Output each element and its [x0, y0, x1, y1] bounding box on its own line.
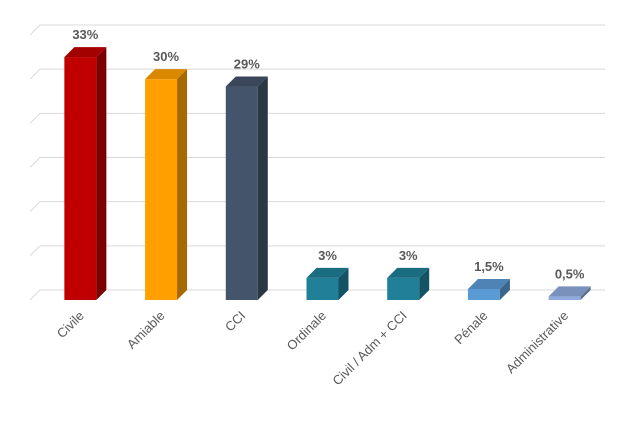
bar-top: [387, 267, 430, 278]
bar: [467, 278, 510, 300]
bar: [548, 286, 591, 300]
bar-top: [64, 47, 107, 58]
x-tick-label: Civil / Adm + CCI: [329, 308, 409, 388]
grid-depth: [29, 24, 41, 36]
bar-side: [257, 76, 268, 301]
bar: [145, 69, 188, 301]
bar-front: [145, 79, 178, 301]
bar-top: [467, 278, 510, 289]
bar-top: [306, 267, 349, 278]
grid-depth: [29, 245, 41, 257]
bar-front: [306, 277, 339, 300]
value-label: 33%: [72, 27, 98, 42]
bar-top: [548, 286, 591, 297]
value-label: 3%: [318, 248, 337, 263]
bar-side: [177, 69, 188, 301]
value-label: 1,5%: [474, 259, 504, 274]
bar-top: [145, 69, 188, 80]
x-tick-label: CCI: [222, 308, 248, 334]
x-tick-label: Amiable: [124, 308, 168, 352]
bar-side: [96, 47, 107, 301]
value-label: 29%: [234, 57, 260, 72]
bar-side: [580, 286, 591, 300]
value-label: 0,5%: [555, 266, 585, 281]
value-label: 3%: [399, 248, 418, 263]
x-tick-label: Civile: [54, 308, 87, 341]
bar-side: [499, 278, 510, 300]
bar: [225, 76, 268, 301]
bar-front: [64, 57, 97, 301]
bar-front: [548, 296, 581, 300]
bar: [64, 47, 107, 301]
bar: [306, 267, 349, 300]
bar-front: [387, 277, 420, 300]
bar-front: [467, 288, 500, 300]
bar-side: [338, 267, 349, 300]
bar-front: [225, 86, 258, 301]
grid-depth: [29, 157, 41, 168]
bar-top: [225, 76, 268, 87]
bar-side: [419, 267, 430, 300]
grid-depth: [29, 201, 41, 213]
value-label: 30%: [153, 49, 179, 64]
x-tick-label: Ordinale: [284, 308, 329, 353]
bar: [387, 267, 430, 300]
grid-depth: [29, 289, 41, 301]
grid-depth: [29, 112, 41, 124]
x-tick-label: Pénale: [451, 308, 490, 347]
x-tick-label: Administrative: [503, 308, 571, 376]
grid-depth: [29, 68, 41, 80]
